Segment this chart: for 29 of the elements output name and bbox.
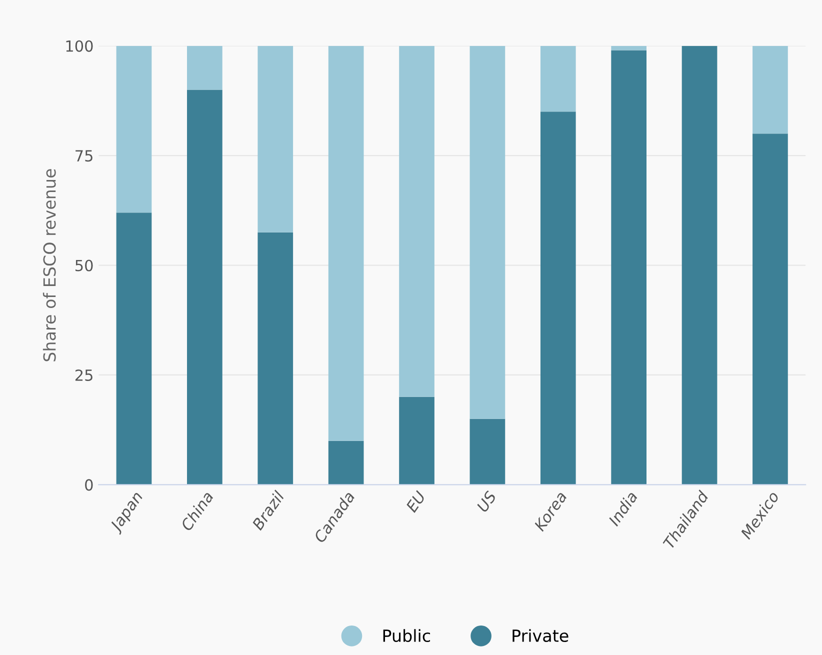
- bar: [328, 440, 364, 485]
- bar: [116, 212, 152, 485]
- bar: [399, 396, 434, 485]
- y-tick-label: 50: [76, 260, 93, 272]
- bar: [258, 46, 294, 232]
- bar: [116, 46, 152, 213]
- legend-label: Private: [512, 629, 568, 642]
- bar: [540, 112, 576, 485]
- y-tick-label: 25: [75, 369, 92, 382]
- bar: [187, 90, 222, 485]
- y-tick-label: 100: [66, 40, 93, 52]
- bar: [258, 232, 294, 485]
- bar: [611, 50, 647, 485]
- x-tick-label: EU: [405, 490, 426, 514]
- bar: [752, 134, 788, 485]
- y-tick-label: 75: [76, 150, 92, 162]
- bar: [470, 46, 506, 419]
- bar: [328, 46, 364, 441]
- bar: [611, 46, 647, 50]
- y-tick-label: 0: [85, 479, 93, 491]
- bar: [399, 46, 434, 397]
- y-axis-title: Share of ESCO revenue: [42, 169, 56, 362]
- bar: [470, 418, 506, 485]
- bar: [682, 46, 718, 485]
- legend-label: Public: [383, 629, 430, 642]
- bar: [540, 46, 576, 112]
- x-tick-label: US: [476, 490, 497, 513]
- bar: [752, 46, 788, 134]
- bar: [187, 46, 222, 90]
